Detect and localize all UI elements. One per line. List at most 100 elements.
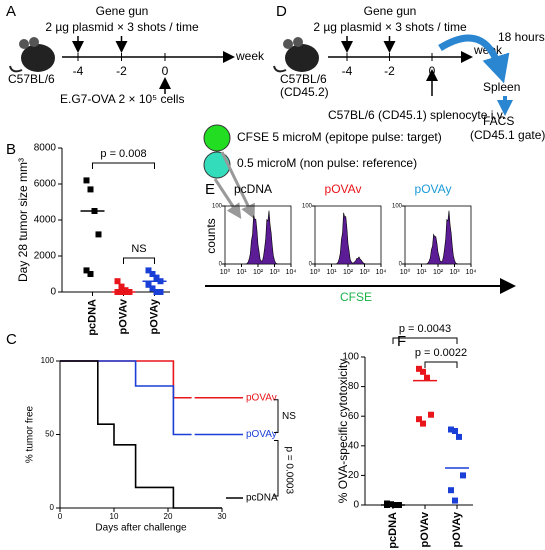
x-tick-label: pOVAy — [451, 511, 463, 547]
y-tick-label: 50 — [45, 430, 54, 439]
annotation: p = 0.0003 — [283, 446, 294, 494]
annotation: NS — [282, 411, 296, 422]
gene-gun: Gene gun — [364, 4, 417, 18]
tick-label: 10⁰ — [400, 268, 411, 276]
mouse-icon — [273, 37, 319, 73]
axis-label: week — [235, 49, 265, 63]
y-tick-label: 100 — [41, 356, 55, 365]
dose: 2 µg plasmid × 3 shots / time — [313, 20, 467, 34]
data-point — [428, 411, 434, 418]
panel-label: C — [6, 331, 17, 348]
target: CFSE 5 microM (epitope pulse: target) — [237, 130, 442, 144]
survival-curve — [60, 360, 222, 509]
y-tick-label: 4000 — [34, 215, 57, 226]
data-point — [83, 267, 90, 274]
x-tick-label: 30 — [218, 512, 227, 521]
y-tick-label: 40 — [348, 440, 360, 451]
tick-label: 10³ — [449, 269, 460, 276]
data-point — [145, 267, 152, 274]
survival-curve — [60, 360, 192, 399]
y-tick-label: 80 — [348, 381, 360, 392]
annotation: NS — [131, 243, 146, 255]
y-tick-label: 0 — [353, 500, 359, 511]
tick-label: -2 — [384, 64, 395, 78]
flow-arrow — [438, 34, 510, 84]
tick-label: 10¹ — [416, 269, 427, 276]
data-point — [95, 231, 102, 238]
data-point — [87, 271, 94, 277]
data-point — [456, 433, 462, 440]
panel-label: B — [6, 141, 16, 158]
tick-label: 10² — [433, 269, 444, 276]
tick-label: 0 — [429, 64, 436, 78]
series-label: pOVAv — [246, 392, 277, 403]
y-tick-label: 60 — [348, 411, 360, 422]
x-tick-label: pOVAv — [419, 511, 431, 547]
histogram — [225, 210, 291, 265]
bracket — [123, 257, 155, 264]
tick-label: 0 — [219, 262, 223, 268]
x-axis-label: Days after challenge — [95, 523, 187, 534]
data-point — [149, 285, 156, 292]
data-point — [452, 497, 458, 504]
reference-cell — [203, 151, 231, 179]
data-point — [448, 426, 454, 433]
series-label: pOVAy — [246, 429, 277, 440]
mouse-strain: C57BL/6 — [8, 72, 55, 86]
y-tick-label: 0 — [50, 503, 55, 512]
wait: 18 hours — [498, 30, 545, 44]
data-point — [118, 283, 125, 290]
facs: FACS — [483, 114, 514, 128]
tick-label: 0 — [162, 64, 169, 78]
tick-label: 100 — [392, 204, 403, 210]
data-point — [149, 271, 156, 277]
histogram — [405, 210, 471, 265]
tick-label: 10⁴ — [286, 269, 297, 276]
transfer: C57BL/6 (CD45.1) splenocyte i.v. — [328, 108, 505, 122]
tick-label: -4 — [342, 64, 353, 78]
series-label: pcDNA — [246, 493, 278, 504]
data-point — [87, 186, 94, 193]
data-point — [157, 289, 164, 295]
mouse-icon — [9, 37, 55, 73]
x-tick-label: pcDNA — [86, 299, 98, 336]
data-point — [145, 281, 152, 288]
tick-label: 10³ — [359, 269, 370, 276]
y-axis-label: Day 28 tumor size mm³ — [16, 158, 30, 282]
data-point — [153, 289, 160, 295]
pointer-arrow — [220, 151, 255, 220]
data-point — [153, 274, 160, 281]
tick-label: -4 — [73, 64, 84, 78]
x-tick-label: 0 — [58, 512, 63, 521]
tick-label: 10² — [343, 269, 354, 276]
data-point — [420, 420, 426, 427]
x-tick-label: pOVAy — [148, 298, 160, 334]
annotation: p = 0.0022 — [415, 347, 467, 359]
survival-curve — [60, 360, 192, 436]
x-tick-label: pOVAv — [117, 298, 129, 334]
bracket — [274, 440, 279, 497]
data-point — [420, 368, 426, 375]
reference: 0.5 microM (non pulse: reference) — [237, 156, 417, 170]
x-tick-label: pcDNA — [387, 512, 399, 549]
bracket — [392, 337, 458, 344]
group-label: pOVAv — [325, 182, 362, 196]
y-tick-label: 8000 — [34, 143, 57, 154]
tick-label: 10⁴ — [466, 269, 477, 276]
tick-label: 10³ — [269, 269, 280, 276]
data-point — [448, 487, 454, 494]
y-axis-label: % tumor free — [25, 405, 36, 463]
tick-label: -2 — [116, 64, 127, 78]
panel-label: D — [276, 3, 287, 20]
histogram — [315, 212, 381, 265]
tick-label: 100 — [302, 204, 313, 210]
target-cell — [203, 124, 231, 152]
tick-label: 10⁴ — [376, 269, 387, 276]
challenge: E.G7-OVA 2 × 10⁵ cells — [60, 92, 184, 106]
mouse-strain: (CD45.2) — [280, 85, 329, 99]
tick-label: 0 — [309, 262, 313, 268]
panel-label: A — [6, 3, 16, 20]
organ: Spleen — [483, 80, 520, 94]
tick-label: 10² — [253, 269, 264, 276]
